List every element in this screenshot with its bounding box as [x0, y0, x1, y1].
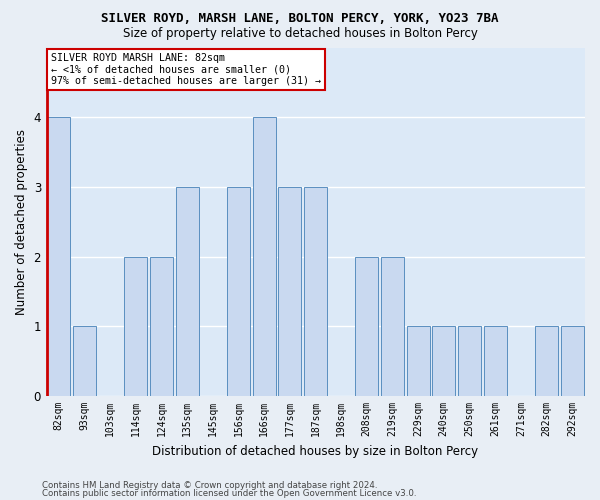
- Bar: [535, 326, 558, 396]
- Text: SILVER ROYD MARSH LANE: 82sqm
← <1% of detached houses are smaller (0)
97% of se: SILVER ROYD MARSH LANE: 82sqm ← <1% of d…: [52, 52, 322, 86]
- Bar: [407, 326, 430, 396]
- Bar: [278, 187, 301, 396]
- X-axis label: Distribution of detached houses by size in Bolton Percy: Distribution of detached houses by size …: [152, 444, 479, 458]
- Bar: [124, 256, 148, 396]
- Bar: [47, 117, 70, 396]
- Bar: [73, 326, 96, 396]
- Bar: [484, 326, 507, 396]
- Bar: [253, 117, 275, 396]
- Bar: [150, 256, 173, 396]
- Text: Contains public sector information licensed under the Open Government Licence v3: Contains public sector information licen…: [42, 489, 416, 498]
- Bar: [227, 187, 250, 396]
- Bar: [176, 187, 199, 396]
- Bar: [381, 256, 404, 396]
- Bar: [304, 187, 327, 396]
- Text: SILVER ROYD, MARSH LANE, BOLTON PERCY, YORK, YO23 7BA: SILVER ROYD, MARSH LANE, BOLTON PERCY, Y…: [101, 12, 499, 26]
- Bar: [355, 256, 379, 396]
- Bar: [458, 326, 481, 396]
- Bar: [560, 326, 584, 396]
- Text: Size of property relative to detached houses in Bolton Percy: Size of property relative to detached ho…: [122, 28, 478, 40]
- Y-axis label: Number of detached properties: Number of detached properties: [15, 129, 28, 315]
- Text: Contains HM Land Registry data © Crown copyright and database right 2024.: Contains HM Land Registry data © Crown c…: [42, 480, 377, 490]
- Bar: [432, 326, 455, 396]
